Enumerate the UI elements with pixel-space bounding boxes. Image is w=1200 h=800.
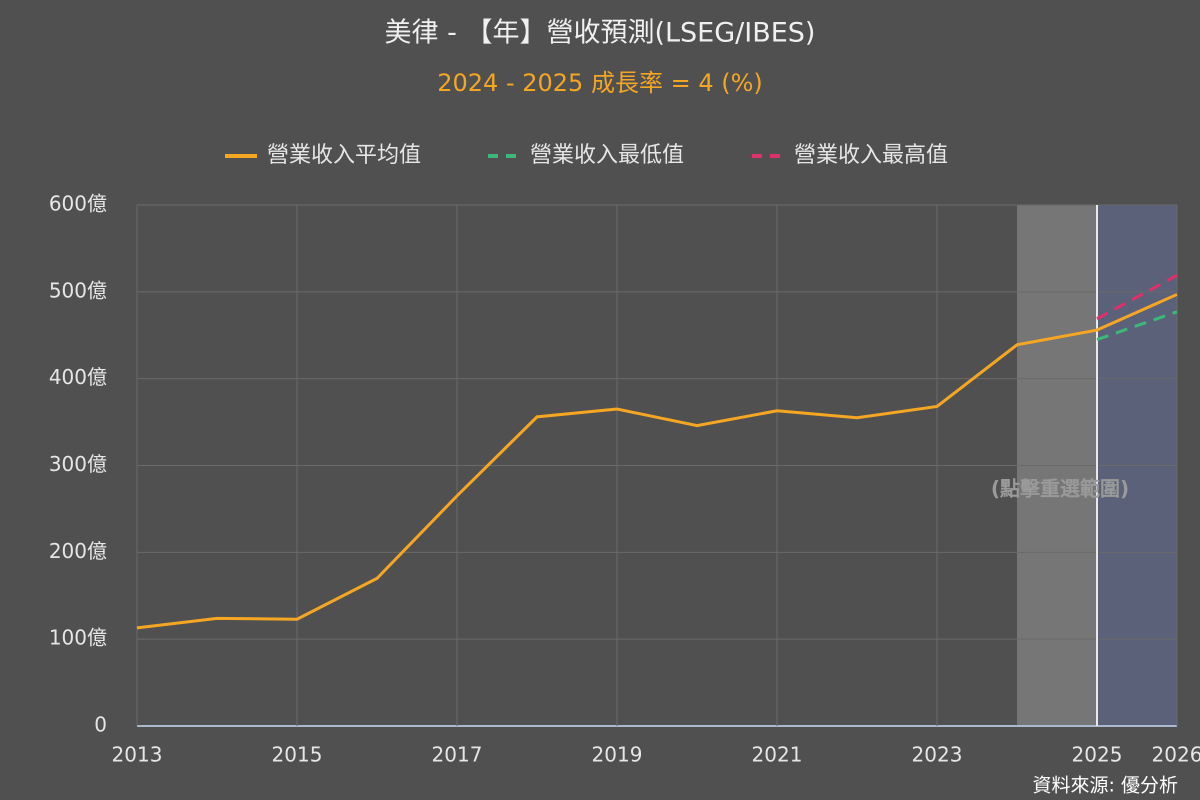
y-tick-label: 300億 <box>49 452 107 476</box>
chart-subtitle: 2024 - 2025 成長率 = 4 (%) <box>437 69 763 97</box>
series-line <box>136 293 1178 630</box>
legend-label[interactable]: 營業收入平均值 <box>267 143 421 168</box>
source: 資料來源: 優分析 <box>1033 775 1178 797</box>
chart-title: 美律 - 【年】營收預測(LSEG/IBES) <box>385 18 816 49</box>
x-tick-label: 2025 <box>1072 743 1123 767</box>
series-line <box>1096 310 1178 342</box>
legend-label[interactable]: 營業收入最高值 <box>794 143 948 168</box>
y-tick-label: 600億 <box>49 192 107 216</box>
x-tick-label: 2021 <box>752 743 803 767</box>
x-tick-label: 2013 <box>112 743 163 767</box>
series-line <box>1096 274 1178 321</box>
annotation[interactable]: (點擊重選範圍) <box>991 477 1129 501</box>
y-tick-label: 0 <box>94 713 107 737</box>
y-tick-label: 400億 <box>49 365 107 389</box>
x-tick-label: 2026 <box>1152 743 1200 767</box>
x-tick-label: 2015 <box>272 743 323 767</box>
x-tick-label: 2023 <box>912 743 963 767</box>
x-tick-label: 2019 <box>592 743 643 767</box>
legend-label[interactable]: 營業收入最低值 <box>530 143 684 168</box>
y-tick-label: 200億 <box>49 539 107 563</box>
y-tick-label: 100億 <box>49 626 107 650</box>
x-tick-label: 2017 <box>432 743 483 767</box>
y-tick-label: 500億 <box>49 278 107 302</box>
